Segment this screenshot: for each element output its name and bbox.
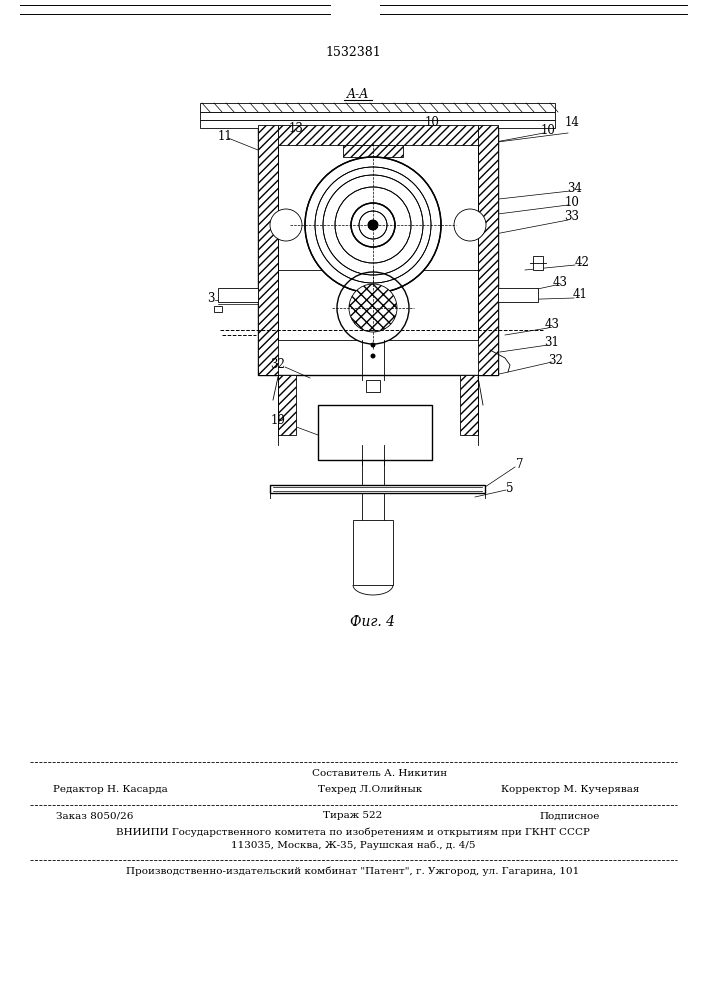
Bar	[258, 125, 498, 375]
Bar	[200, 112, 555, 120]
Circle shape	[370, 354, 375, 359]
Text: 10: 10	[565, 196, 580, 209]
Bar	[258, 125, 278, 375]
Bar	[343, 145, 403, 157]
Bar	[278, 375, 296, 435]
Text: 11: 11	[218, 129, 233, 142]
Circle shape	[337, 272, 409, 344]
Text: Производственно-издательский комбинат "Патент", г. Ужгород, ул. Гагарина, 101: Производственно-издательский комбинат "П…	[127, 866, 580, 876]
Circle shape	[349, 284, 397, 332]
Bar	[200, 103, 555, 112]
Bar	[318, 405, 432, 460]
Text: 113035, Москва, Ж-35, Раушская наб., д. 4/5: 113035, Москва, Ж-35, Раушская наб., д. …	[230, 840, 475, 850]
Circle shape	[368, 220, 378, 230]
Text: 19: 19	[271, 414, 286, 426]
Text: Фиг. 4: Фиг. 4	[351, 615, 395, 629]
Bar	[218, 288, 258, 302]
Bar	[478, 125, 498, 375]
Text: Заказ 8050/26: Заказ 8050/26	[57, 812, 134, 820]
Bar	[353, 520, 393, 585]
Text: 41: 41	[573, 288, 588, 302]
Text: Корректор М. Кучерявая: Корректор М. Кучерявая	[501, 784, 639, 794]
Text: 14: 14	[565, 115, 580, 128]
Bar	[200, 120, 555, 128]
Bar	[460, 375, 478, 435]
Text: Составитель А. Никитин: Составитель А. Никитин	[312, 770, 448, 778]
Text: 13: 13	[288, 121, 303, 134]
Bar	[270, 485, 485, 493]
Bar	[278, 125, 478, 145]
Text: ВНИИПИ Государственного комитета по изобретениям и открытиям при ГКНТ СССР: ВНИИПИ Государственного комитета по изоб…	[116, 827, 590, 837]
Text: Редактор Н. Касарда: Редактор Н. Касарда	[52, 784, 168, 794]
Text: 43: 43	[552, 275, 568, 288]
Text: 43: 43	[544, 318, 559, 332]
Text: 7: 7	[516, 458, 524, 471]
Bar	[214, 306, 222, 312]
Text: Подписное: Подписное	[540, 812, 600, 820]
Text: Техред Л.Олийнык: Техред Л.Олийнык	[318, 784, 422, 794]
Bar	[533, 256, 543, 270]
Text: Тираж 522: Тираж 522	[323, 812, 382, 820]
Text: 3: 3	[207, 292, 215, 304]
Text: 34: 34	[568, 182, 583, 194]
Text: 5: 5	[506, 482, 514, 494]
Bar	[498, 288, 538, 302]
Text: 10: 10	[541, 123, 556, 136]
Circle shape	[454, 209, 486, 241]
Circle shape	[270, 209, 302, 241]
Circle shape	[368, 220, 378, 230]
Text: 31: 31	[544, 336, 559, 349]
Text: 32: 32	[549, 354, 563, 366]
Text: 10: 10	[425, 115, 440, 128]
Circle shape	[305, 157, 441, 293]
Circle shape	[370, 342, 375, 348]
Bar	[366, 380, 380, 392]
Text: 1532381: 1532381	[325, 45, 381, 58]
Text: A-A: A-A	[347, 89, 369, 102]
Text: 42: 42	[575, 255, 590, 268]
Text: 32: 32	[271, 359, 286, 371]
Text: 33: 33	[564, 211, 580, 224]
